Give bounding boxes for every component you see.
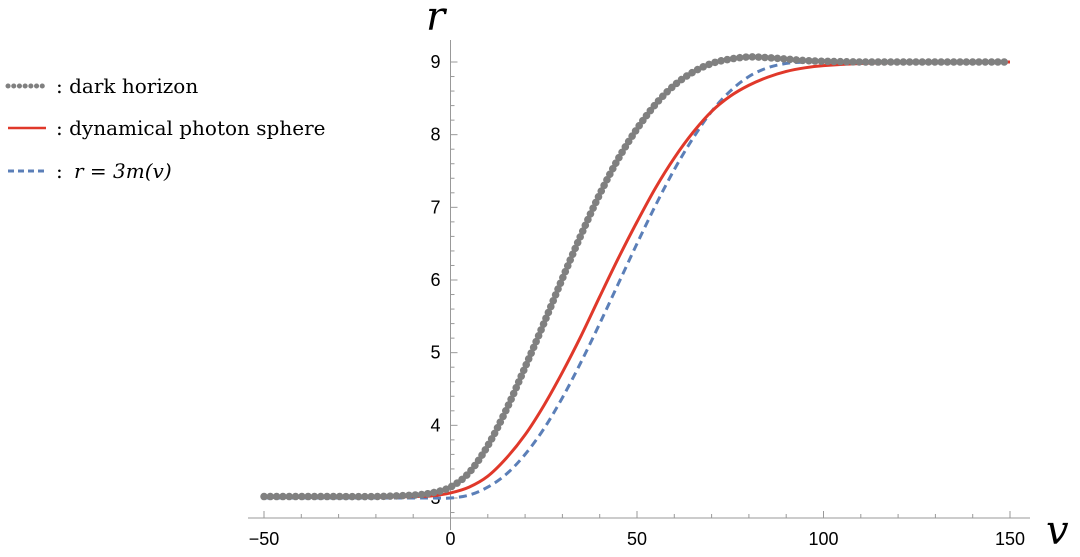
legend-label-3m-prefix: :	[56, 159, 63, 183]
legend-label-3m: r = 3m(v)	[74, 159, 172, 183]
x-tick-label: 100	[808, 529, 838, 549]
x-axis-title: v	[1046, 508, 1069, 554]
x-tick-label: 150	[995, 529, 1025, 549]
y-tick-label: 8	[430, 125, 440, 145]
legend-label-photon-sphere: : dynamical photon sphere	[56, 116, 325, 140]
series-dark-horizon	[260, 53, 1014, 501]
x-tick-label: 50	[627, 529, 647, 549]
legend: : dark horizon : dynamical photon sphere…	[5, 74, 325, 183]
x-tick-label: 0	[445, 529, 455, 549]
series-layer	[260, 53, 1014, 501]
legend-label-dark-horizon: : dark horizon	[56, 74, 198, 98]
x-tick-label: −50	[249, 529, 280, 549]
y-tick-label: 5	[430, 343, 440, 363]
y-tick-label: 7	[430, 197, 440, 217]
y-tick-label: 6	[430, 270, 440, 290]
y-tick-label: 4	[430, 415, 440, 435]
y-tick-label: 9	[430, 52, 440, 72]
y-axis-title: r	[426, 0, 448, 40]
